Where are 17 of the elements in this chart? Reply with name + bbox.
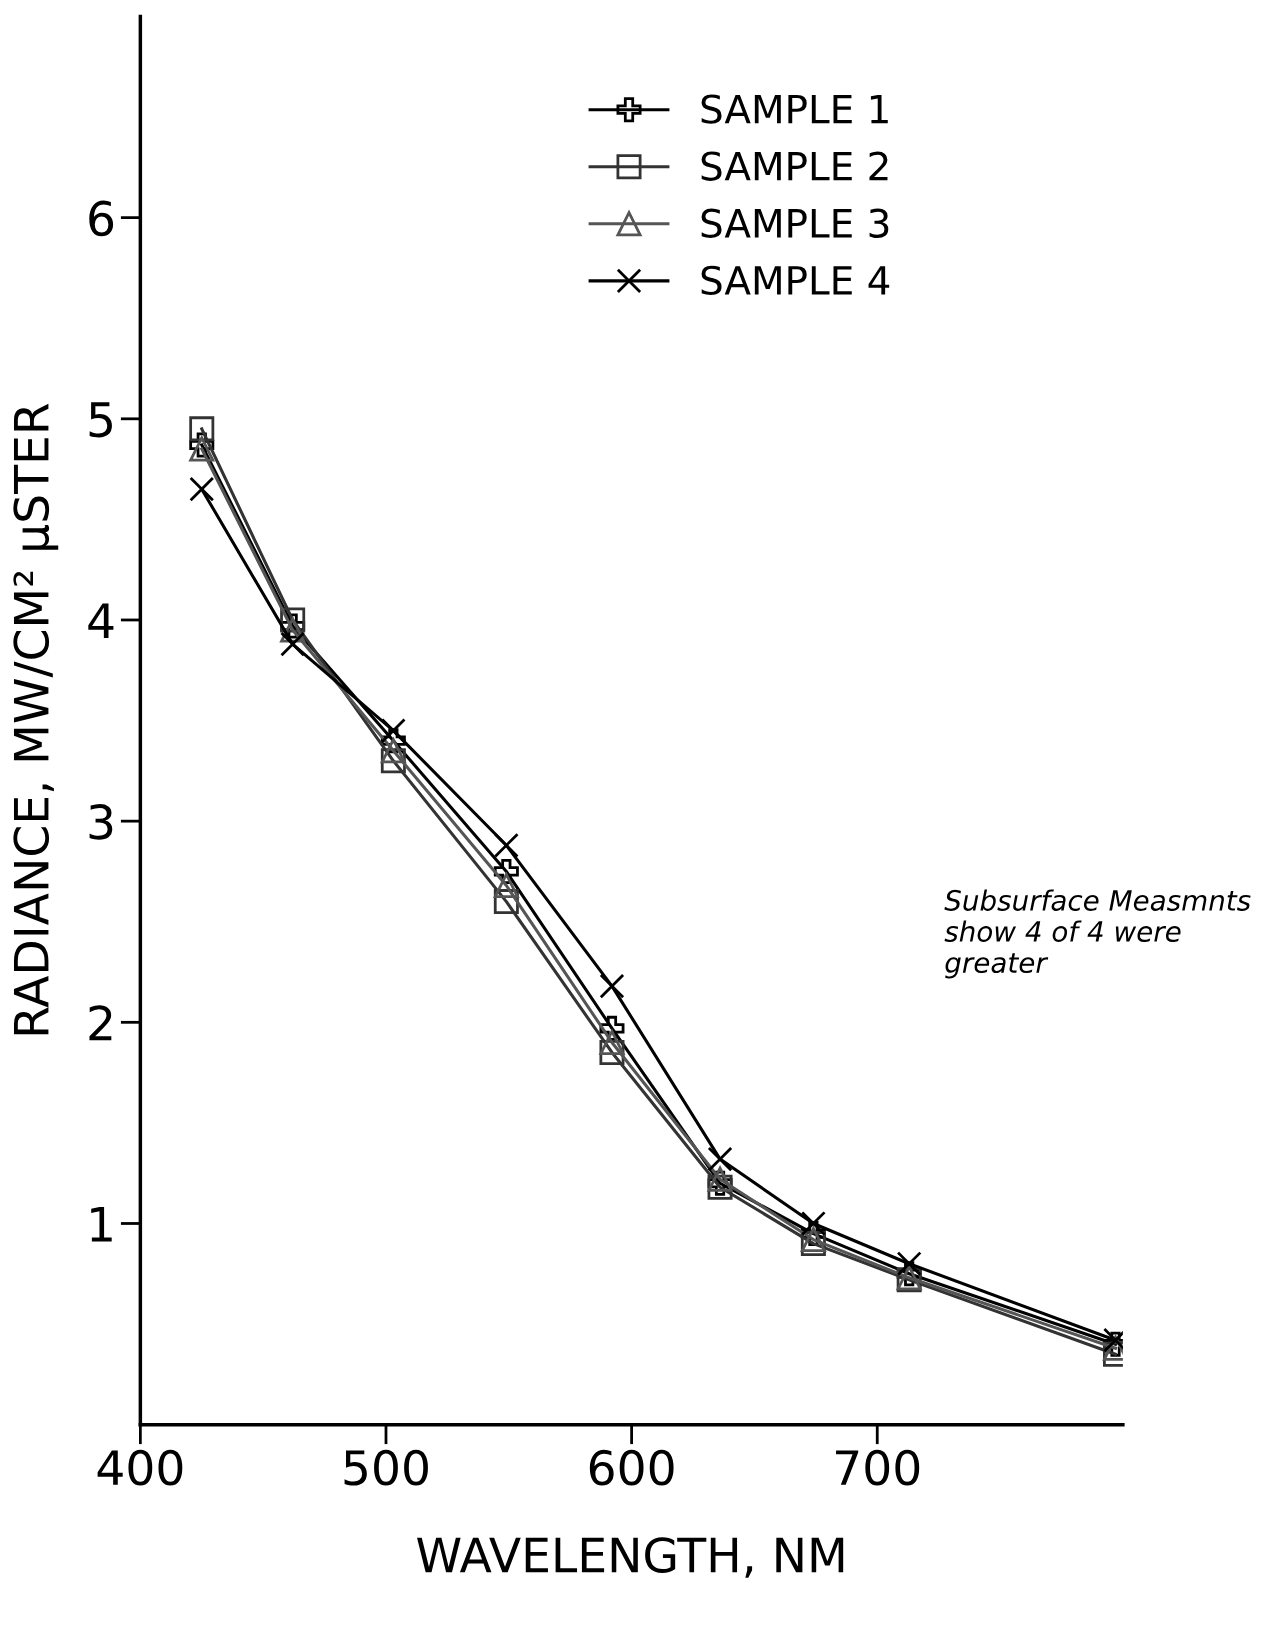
x-tick-label: 600 (589, 1449, 674, 1486)
legend-label: SAMPLE 3 (701, 208, 889, 238)
x-axis-title: WAVELENGTH, NM (417, 1537, 844, 1578)
y-axis-title: RADIANCE, MW/CM² μSTER (13, 403, 59, 1035)
legend-label: SAMPLE 4 (701, 265, 890, 296)
y-tick-label: 1 (91, 1207, 112, 1242)
legend-label: SAMPLE 2 (701, 151, 888, 181)
y-tick-label: 6 (89, 200, 114, 237)
y-tick-label: 4 (88, 603, 114, 638)
y-tick-label: 3 (89, 804, 113, 840)
x-tick-label: 500 (344, 1449, 428, 1486)
x-tick-label: 400 (97, 1449, 183, 1486)
y-tick-label: 5 (89, 402, 112, 438)
x-tick-label: 700 (836, 1449, 920, 1486)
legend-label: SAMPLE 1 (701, 94, 888, 124)
annotation: Subsurface Measmnts show 4 of 4 were greater (944, 889, 1251, 979)
y-tick-label: 2 (89, 1005, 112, 1041)
